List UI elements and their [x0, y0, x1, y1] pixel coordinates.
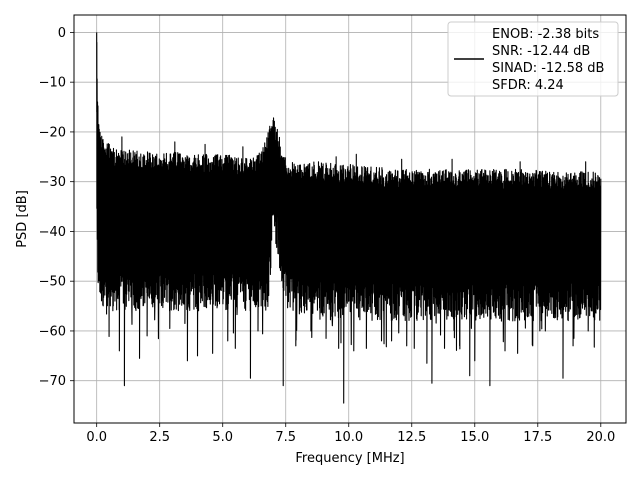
- x-tick-label: 17.5: [523, 430, 552, 445]
- y-tick-label: −30: [39, 175, 66, 190]
- legend: ENOB: -2.38 bits SNR: -12.44 dB SINAD: -…: [447, 21, 619, 97]
- axes-frame: [73, 14, 627, 424]
- y-axis: 0 −10 −20 −30 −40 −50 −60 −70: [39, 26, 74, 389]
- x-tick-label: 15.0: [460, 430, 489, 445]
- legend-box: [447, 21, 619, 97]
- x-axis: 0.0 2.5 5.0 7.5 10.0 12.5 15.0 17.5 20.0: [86, 423, 615, 445]
- x-tick-label: 20.0: [586, 430, 615, 445]
- x-tick-label: 12.5: [397, 430, 426, 445]
- x-tick-label: 5.0: [212, 430, 233, 445]
- y-tick-label: 0: [58, 26, 66, 41]
- y-tick-label: −10: [39, 76, 66, 91]
- y-axis-title: PSD [dB]: [15, 190, 30, 248]
- y-tick-label: −50: [39, 275, 66, 290]
- plot-area: [96, 32, 602, 404]
- legend-line-1: ENOB: -2.38 bits: [492, 27, 599, 42]
- y-tick-label: −70: [39, 374, 66, 389]
- x-axis-title: Frequency [MHz]: [295, 451, 404, 466]
- psd-series-line: [96, 32, 602, 404]
- legend-line-2: SNR: -12.44 dB: [492, 44, 590, 59]
- legend-line-4: SFDR: 4.24: [492, 78, 564, 93]
- y-tick-label: −40: [39, 225, 66, 240]
- x-tick-label: 0.0: [86, 430, 107, 445]
- legend-line-3: SINAD: -12.58 dB: [492, 61, 604, 76]
- x-tick-label: 2.5: [149, 430, 170, 445]
- x-tick-label: 7.5: [275, 430, 296, 445]
- x-tick-label: 10.0: [334, 430, 363, 445]
- y-tick-label: −60: [39, 324, 66, 339]
- y-tick-label: −20: [39, 125, 66, 140]
